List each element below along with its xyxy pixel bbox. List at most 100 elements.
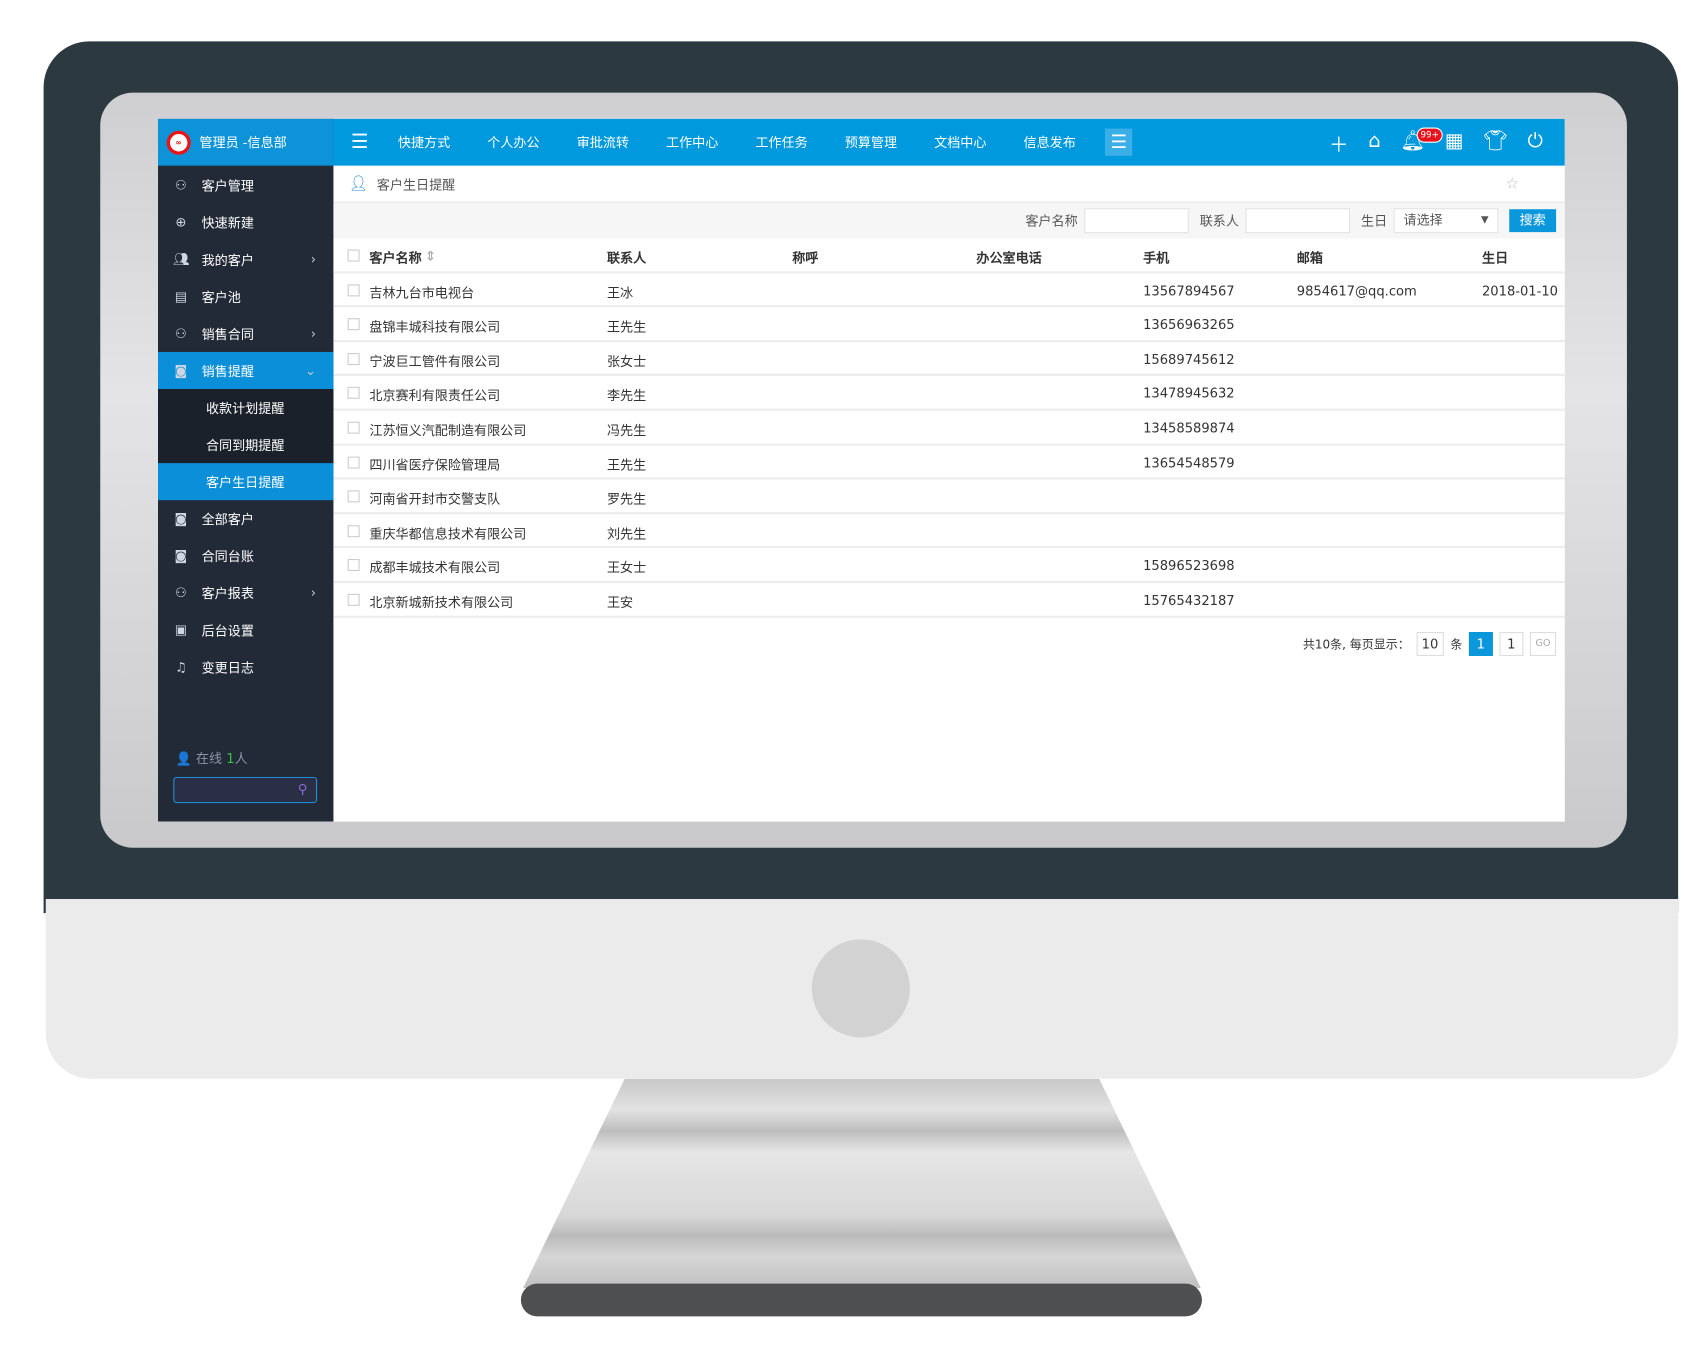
chevron-right-icon: › (310, 251, 317, 267)
nav-item-6[interactable]: 文档中心 (934, 135, 987, 151)
favorite-star-icon[interactable]: ☆ (1505, 175, 1520, 193)
nav-item-3[interactable]: 工作中心 (666, 135, 719, 151)
search-button[interactable]: 搜索 (1509, 209, 1557, 233)
page-jump-input[interactable]: 1 (1499, 632, 1524, 656)
row-checkbox[interactable] (347, 249, 360, 262)
chevron-right-icon: › (310, 325, 317, 342)
online-user-icon: 👤 (175, 750, 192, 767)
column-header: 联系人 (606, 250, 647, 266)
sidebar-item-3[interactable]: ▤ 客户池 (158, 278, 333, 315)
table-cell: 北京新城新技术有限公司 (369, 594, 514, 611)
sidebar-item-label: 合同台账 (201, 548, 254, 564)
birthday-select[interactable]: 请选择 ▼ (1393, 208, 1499, 234)
table-cell: 15896523698 (1143, 558, 1235, 574)
row-checkbox[interactable] (347, 283, 360, 296)
sidebar-item-7[interactable]: 合同到期提醒 (158, 426, 334, 464)
column-header: 手机 (1143, 250, 1170, 266)
sidebar-item-5[interactable]: ◙ 销售提醒 ⌄ (158, 351, 334, 390)
row-checkbox[interactable] (347, 387, 360, 400)
nav-item-5[interactable]: 预算管理 (844, 135, 898, 151)
chevron-right-icon: › (310, 585, 317, 601)
row-checkbox[interactable] (347, 421, 360, 434)
contact-label: 联系人 (1199, 213, 1239, 229)
table-cell: 13654548579 (1143, 455, 1235, 471)
table-cell: 13567894567 (1143, 282, 1235, 299)
table-cell: 四川省医疗保险管理局 (369, 457, 501, 473)
chevron-down-icon: ⌄ (305, 362, 317, 379)
breadcrumb: 👤︎ 客户生日提醒 ☆ (333, 167, 1565, 203)
top-nav-bar: ☰ 快捷方式 个人办公 审批流转 工作中心 工作任务 预算管理 文档中心 信息发布 ☰ ＋ ⌂… (333, 118, 1565, 166)
customer-name-input[interactable] (1084, 208, 1189, 234)
collapse-menu-icon[interactable]: ☰ (350, 130, 369, 154)
sidebar-item-6[interactable]: 收款计划提醒 (158, 389, 334, 427)
home-icon[interactable]: ⌂ (1368, 129, 1381, 153)
sidebar-search-input[interactable]: ⚲ (173, 776, 318, 804)
table-cell: 罗先生 (606, 491, 647, 507)
plus-circle-icon: ⊕ (175, 214, 187, 230)
phone-icon: ◙ (174, 362, 188, 379)
row-checkbox[interactable] (347, 524, 360, 537)
table-row: 宁波巨工管件有限公司 张女士 15689745612 (333, 342, 1565, 377)
nav-item-0[interactable]: 快捷方式 (397, 135, 451, 151)
sidebar-item-4[interactable]: ⚇ 销售合同 › (158, 315, 333, 352)
search-icon[interactable]: ⚲ (297, 781, 308, 797)
table-row: 四川省医疗保险管理局 王先生 13654548579 (333, 445, 1565, 480)
settings-icon: ▣ (174, 622, 188, 638)
sidebar-item-12[interactable]: ▣ 后台设置 (158, 611, 333, 648)
sidebar-item-label: 客户生日提醒 (205, 474, 285, 490)
customer-name-label: 客户名称 (1025, 213, 1078, 229)
column-header[interactable]: 客户名称 (369, 250, 422, 266)
row-checkbox[interactable] (347, 559, 360, 572)
apps-icon[interactable]: ▦ (1444, 129, 1464, 153)
table-cell: 刘先生 (606, 526, 647, 542)
user-icon: ⚇ (175, 585, 187, 601)
table-row: 北京新城新技术有限公司 王安 15765432187 (333, 583, 1565, 618)
row-checkbox[interactable] (347, 593, 360, 606)
nav-item-2[interactable]: 审批流转 (576, 135, 629, 151)
row-checkbox[interactable] (347, 352, 360, 365)
monitor-logo-circle (811, 939, 910, 1038)
birthday-label: 生日 (1361, 213, 1388, 229)
page-1-button[interactable]: 1 (1468, 632, 1493, 656)
sidebar-item-10[interactable]: ◙ 合同台账 (158, 537, 333, 574)
row-checkbox[interactable] (347, 456, 360, 469)
table-row: 江苏恒义汽配制造有限公司 冯先生 13458589874 (333, 411, 1565, 446)
column-header: 邮箱 (1296, 250, 1323, 266)
more-menu-icon[interactable]: ☰ (1105, 128, 1133, 156)
user-settings-icon: 👤︎ (348, 175, 369, 193)
skin-icon[interactable]: 👕︎ (1482, 129, 1508, 153)
page-size-input[interactable]: 10 (1416, 632, 1444, 656)
table-cell: 河南省开封市交警支队 (369, 491, 501, 507)
contract-icon: ⚇ (175, 325, 187, 342)
logo-icon: ∞ (166, 130, 191, 155)
sidebar-item-0[interactable]: ⚇ 客户管理 (158, 167, 333, 204)
row-checkbox[interactable] (347, 318, 360, 331)
sort-icon[interactable]: ⇕ (424, 248, 436, 264)
online-status: 👤 在线 1人 (175, 750, 248, 767)
nav-item-1[interactable]: 个人办公 (487, 135, 540, 151)
table-cell: 15765432187 (1143, 592, 1235, 608)
sidebar-item-9[interactable]: ◙ 全部客户 (158, 500, 333, 537)
go-button[interactable]: GO (1529, 632, 1557, 656)
table-cell: 13458589874 (1143, 420, 1235, 436)
sidebar-item-11[interactable]: ⚇ 客户报表 › (158, 574, 333, 611)
sidebar-item-2[interactable]: 👥︎ 我的客户 › (158, 241, 333, 278)
pagination: 共10条, 每页显示： 10 条 1 1 GO (333, 631, 1564, 657)
nav-item-4[interactable]: 工作任务 (755, 135, 808, 151)
monitor-base (520, 1283, 1202, 1317)
row-checkbox[interactable] (347, 490, 360, 503)
current-user[interactable]: 管理员 -信息部 (199, 135, 287, 151)
plus-icon[interactable]: ＋ (1328, 134, 1349, 157)
sidebar-item-8[interactable]: 客户生日提醒 (158, 463, 334, 501)
sidebar-item-1[interactable]: ⊕ 快速新建 (158, 204, 333, 241)
table-row: 吉林九台市电视台 王冰 13567894567 9854617@qq.com 2018-… (333, 273, 1565, 308)
sidebar-item-label: 合同到期提醒 (205, 437, 285, 453)
nav-item-7[interactable]: 信息发布 (1023, 135, 1076, 151)
customer-table: 客户名称 ⇕ 联系人 称呼 办公室电话 手机 邮箱 生日 吉林九台市电视台 王冰 135678945… (333, 238, 1565, 618)
sidebar-item-13[interactable]: ♫ 变更日志 (158, 648, 333, 685)
table-cell: 李先生 (606, 388, 647, 404)
power-icon[interactable]: ⏻ (1527, 129, 1544, 153)
contact-input[interactable] (1245, 208, 1351, 234)
monitor-stand (523, 1078, 1201, 1289)
table-cell: 13478945632 (1143, 386, 1235, 402)
